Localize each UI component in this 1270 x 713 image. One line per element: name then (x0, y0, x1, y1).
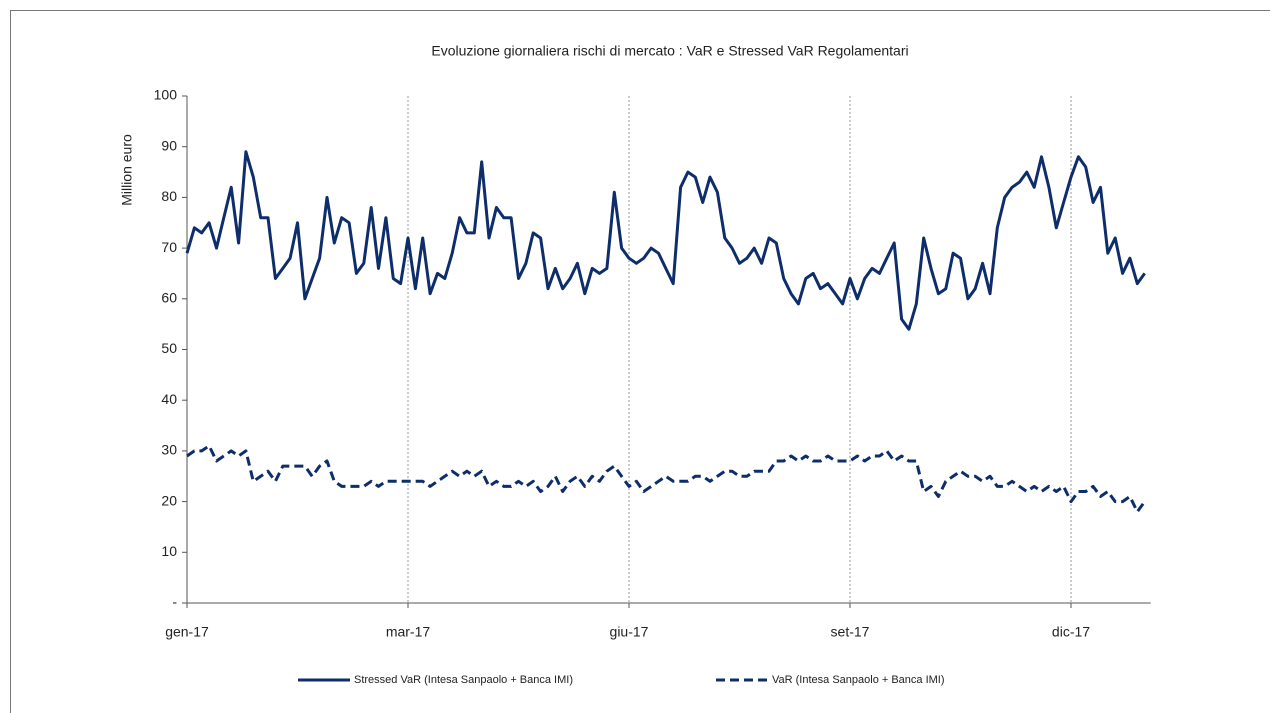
y-tick-label: 80 (161, 188, 177, 204)
x-tick-label: set-17 (831, 624, 870, 640)
y-tick-label: 70 (161, 239, 177, 255)
series-line (186, 444, 1146, 514)
y-tick-label: 30 (161, 442, 177, 458)
chart-title: Evoluzione giornaliera rischi di mercato… (431, 43, 908, 59)
y-tick-label: 10 (161, 543, 177, 559)
y-tick-label: - (172, 594, 177, 610)
y-tick-label: 90 (161, 137, 177, 153)
y-tick-label: 40 (161, 391, 177, 407)
x-tick-label: gen-17 (165, 624, 209, 640)
x-tick-label: mar-17 (386, 624, 431, 640)
x-tick-label: dic-17 (1052, 624, 1090, 640)
frame (10, 10, 1270, 713)
legend-label: VaR (Intesa Sanpaolo + Banca IMI) (772, 674, 945, 686)
y-tick-label: 100 (154, 87, 178, 103)
series-line (185, 150, 1146, 331)
legend-label: Stressed VaR (Intesa Sanpaolo + Banca IM… (354, 674, 573, 686)
y-axis-label: Million euro (119, 134, 135, 206)
y-tick-label: 20 (161, 492, 177, 508)
y-tick-label: 60 (161, 290, 177, 306)
y-tick-label: 50 (161, 340, 177, 356)
x-tick-label: giu-17 (610, 624, 649, 640)
